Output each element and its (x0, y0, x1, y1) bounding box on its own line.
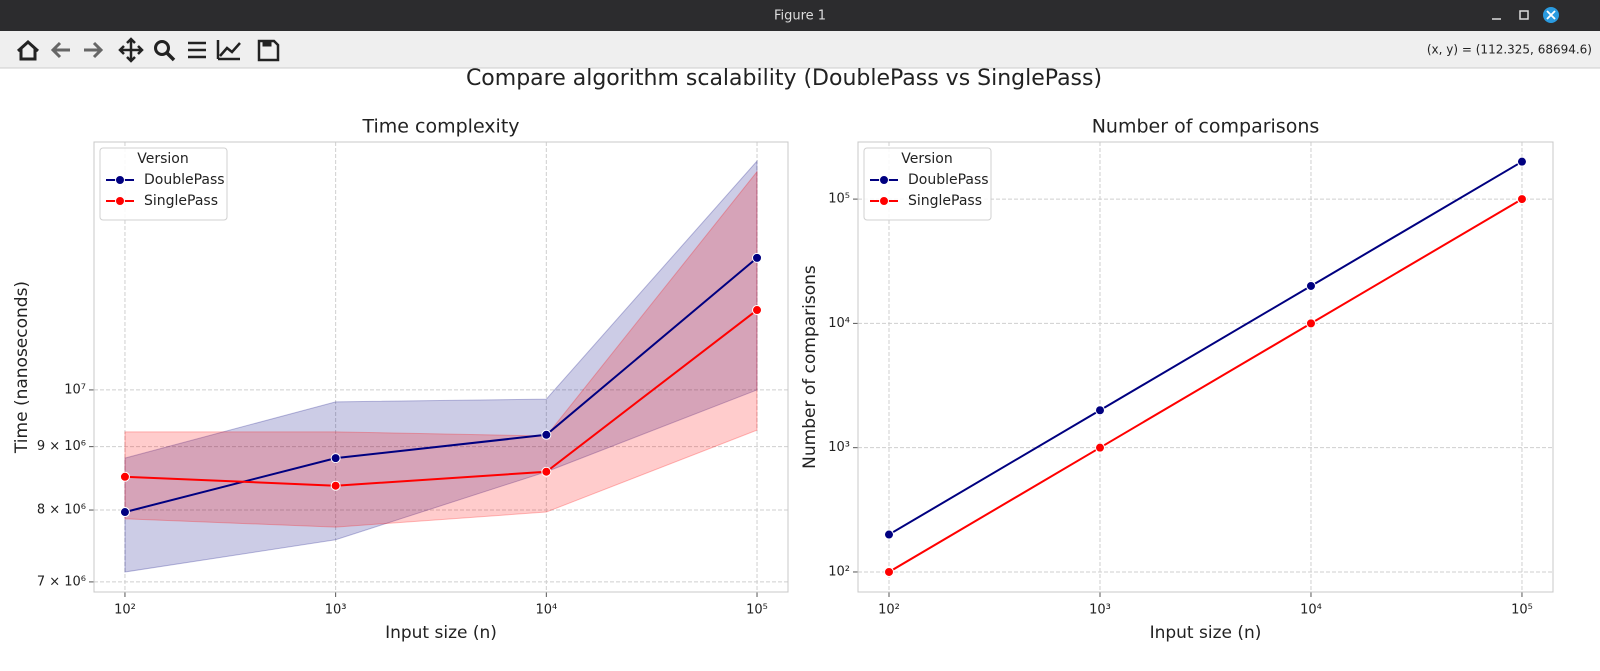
data-point (1305, 318, 1316, 329)
y-tick-label: 10⁵ (828, 192, 850, 207)
close-icon (1546, 10, 1556, 20)
legend-title: Version (901, 151, 952, 167)
save-icon (262, 40, 272, 47)
series-line (888, 160, 1523, 536)
x-tick-label: 10⁴ (1300, 603, 1322, 618)
y-axis-label: Number of comparisons (800, 265, 820, 469)
forward-button[interactable] (84, 41, 104, 59)
x-tick-label: 10² (114, 603, 136, 618)
figure-title: Compare algorithm scalability (DoublePas… (466, 66, 1102, 91)
x-tick-label: 10² (878, 603, 900, 618)
x-tick-label: 10³ (1089, 603, 1111, 618)
data-point (330, 453, 341, 464)
legend-label: SinglePass (908, 193, 982, 209)
data-point (883, 529, 894, 540)
data-point (119, 507, 130, 518)
toolbar-icons (16, 37, 280, 63)
legend-marker (115, 175, 125, 185)
window-controls[interactable] (1492, 7, 1559, 23)
x-axis-label: Input size (n) (1150, 623, 1262, 643)
pan-button[interactable] (118, 37, 144, 63)
plot-frame (857, 141, 1554, 593)
home-button[interactable] (16, 39, 40, 61)
data-point (883, 566, 894, 577)
axes-button[interactable] (216, 40, 241, 61)
x-tick-label: 10⁵ (1511, 603, 1533, 618)
data-point (752, 252, 763, 263)
legend-title: Version (137, 151, 188, 167)
zoom-button[interactable] (154, 40, 170, 56)
y-tick-label: 10⁴ (828, 316, 850, 331)
data-point (752, 305, 763, 316)
legend-label: SinglePass (144, 193, 218, 209)
zoom-handle (165, 51, 176, 62)
data-point (1094, 442, 1105, 453)
y-tick-label: 10⁷ (64, 382, 86, 397)
data-point (1094, 405, 1105, 416)
y-tick-label: 10² (828, 564, 850, 579)
title-bar (0, 0, 1600, 31)
series-line (124, 257, 758, 514)
back-button[interactable] (50, 41, 70, 59)
x-tick-label: 10³ (325, 603, 347, 618)
confidence-band (124, 159, 758, 573)
toolbar (0, 31, 1600, 68)
data-point (119, 471, 130, 482)
plot-frame (93, 141, 789, 593)
legend-marker (879, 196, 889, 206)
window-title: Figure 1 (774, 9, 826, 24)
data-point (1516, 194, 1527, 205)
data-point (1516, 156, 1527, 167)
legend-marker (115, 196, 125, 206)
legend-label: DoublePass (908, 172, 989, 188)
coordinates: (x, y) = (112.325, 68694.6) (1427, 43, 1592, 57)
series-line (124, 309, 758, 487)
y-tick-label: 9 × 10⁶ (37, 439, 86, 454)
confidence-band (124, 170, 758, 528)
x-axis-label: Input size (n) (385, 623, 497, 643)
y-tick-label: 7 × 10⁶ (37, 574, 86, 589)
data-point (1305, 280, 1316, 291)
series-line (888, 198, 1523, 573)
data-point (541, 466, 552, 477)
y-tick-label: 8 × 10⁶ (37, 503, 86, 518)
legend-marker (879, 175, 889, 185)
x-tick-label: 10⁵ (746, 603, 768, 618)
configure-button[interactable] (188, 41, 206, 59)
chart-title: Number of comparisons (1092, 116, 1320, 138)
data-point (541, 429, 552, 440)
data-point (330, 480, 341, 491)
y-tick-label: 10³ (828, 440, 850, 455)
y-axis-label: Time (nanoseconds) (12, 281, 32, 454)
x-tick-label: 10⁴ (535, 603, 557, 618)
maximize[interactable] (1519, 10, 1529, 20)
legend-label: DoublePass (144, 172, 225, 188)
chart-title: Time complexity (361, 116, 519, 138)
